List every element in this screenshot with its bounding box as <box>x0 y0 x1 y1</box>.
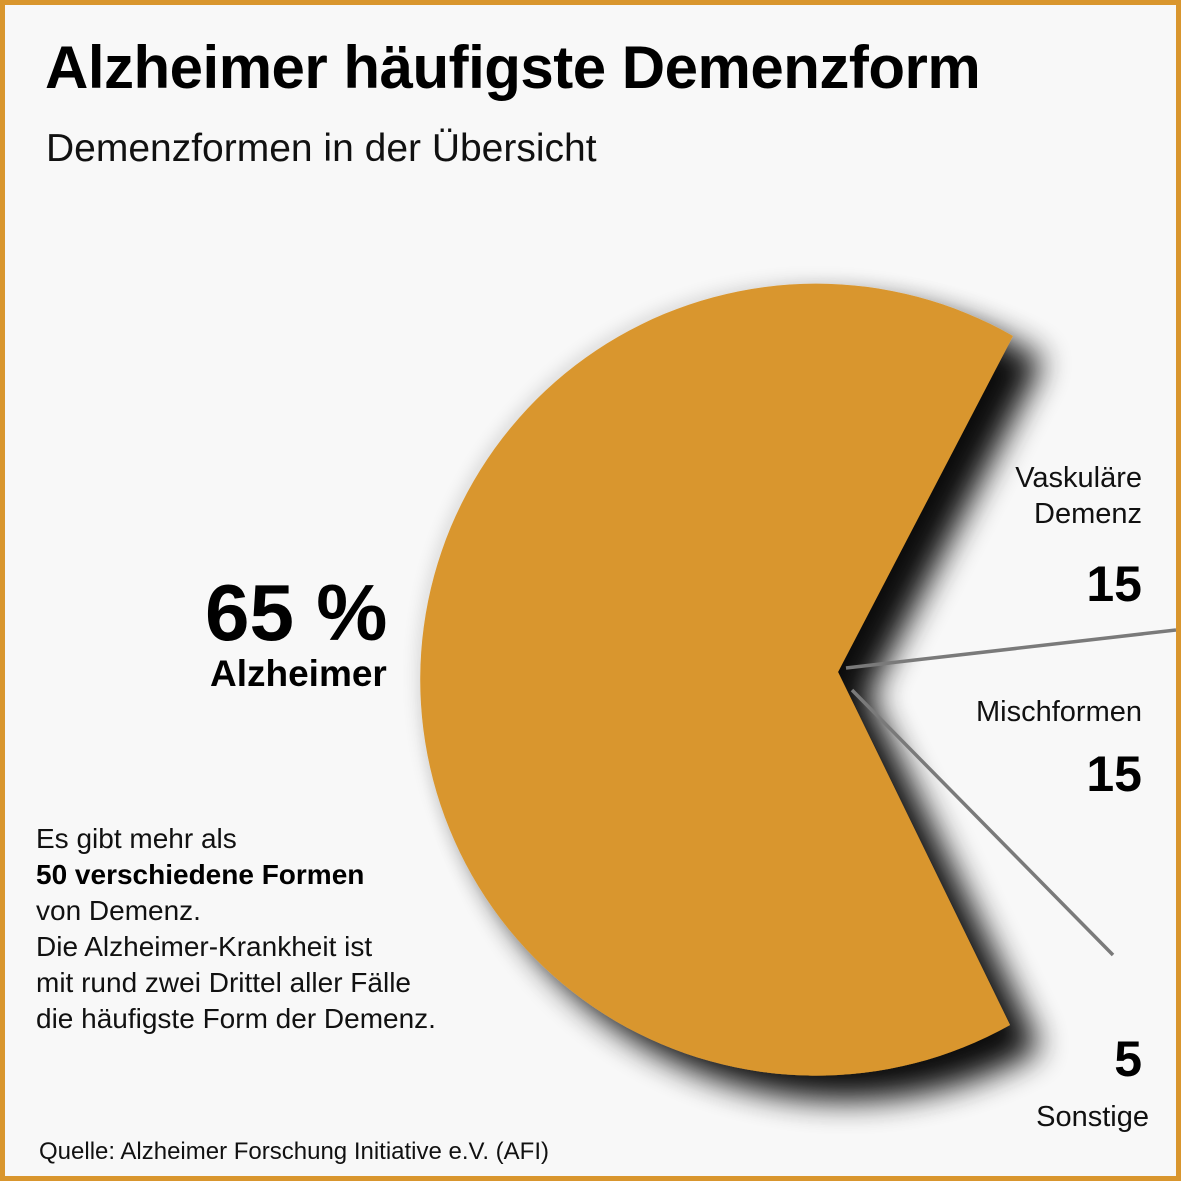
slice-label-vaskulaer: Vaskuläre Demenz <box>1015 460 1142 532</box>
slice-label-sonstige: Sonstige <box>1036 1101 1149 1133</box>
note-line: Die Alzheimer-Krankheit ist <box>36 931 373 962</box>
alzheimer-label: Alzheimer <box>210 653 387 694</box>
slice-value-sonstige: 5 <box>1114 1031 1142 1087</box>
leader-line-misch-sonstige <box>850 688 1115 957</box>
slice-label-mischformen: Mischformen <box>976 696 1142 728</box>
slice-label-vaskulaer-line1: Vaskuläre <box>1015 462 1142 494</box>
slice-label-vaskulaer-line2: Demenz <box>1034 498 1142 530</box>
leader-line-vaskulaer-misch <box>845 628 1176 670</box>
source-credit: Quelle: Alzheimer Forschung Initiative e… <box>39 1138 549 1165</box>
slice-value-mischformen: 15 <box>1086 746 1142 802</box>
note-line: von Demenz. <box>36 895 201 926</box>
slice-value-vaskulaer: 15 <box>1086 556 1142 612</box>
note-line: mit rund zwei Drittel aller Fälle <box>36 967 411 998</box>
pie-chart <box>420 283 1176 1076</box>
alzheimer-percentage: 65 % <box>205 568 388 657</box>
info-note: Es gibt mehr als 50 verschiedene Formen … <box>36 821 436 1037</box>
note-line-bold: 50 verschiedene Formen <box>36 859 365 890</box>
chart-title: Alzheimer häufigste Demenzform <box>45 34 981 101</box>
note-line: die häufigste Form der Demenz. <box>36 1003 436 1034</box>
chart-subtitle: Demenzformen in der Übersicht <box>46 127 597 170</box>
pie-slice-alzheimer <box>420 283 1013 1076</box>
note-line: Es gibt mehr als <box>36 823 237 854</box>
infographic-frame: Alzheimer häufigste Demenzform Demenzfor… <box>5 5 1176 1176</box>
